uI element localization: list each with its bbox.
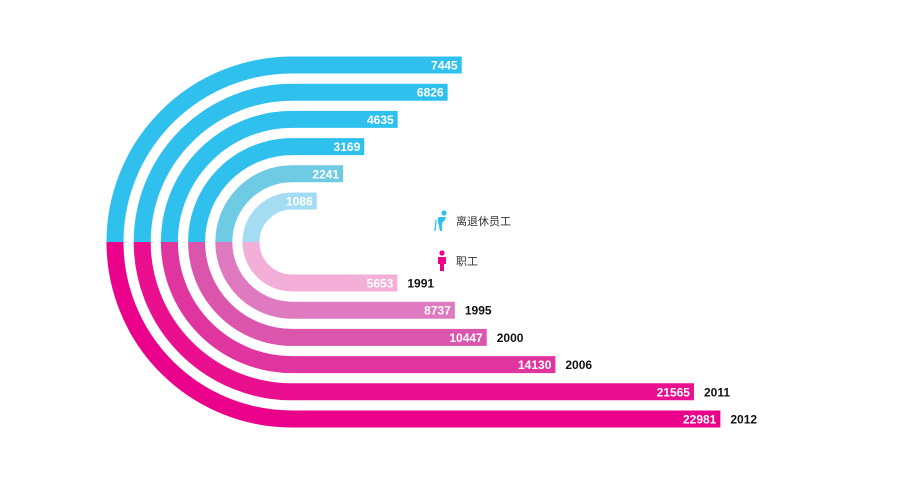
employee-value-label-1995: 8737 [424, 304, 451, 318]
employee-value-label-2000: 10447 [449, 331, 483, 345]
year-label-2000: 2000 [497, 331, 524, 345]
legend-retirees-label: 离退休员工 [456, 215, 511, 228]
employee-value-label-1991: 5653 [367, 277, 394, 291]
employee-value-label-2011: 21565 [657, 385, 691, 399]
employee-bar-2006 [160, 241, 556, 374]
retiree-bar-2006 [160, 110, 398, 243]
employee-value-label-2006: 14130 [518, 358, 552, 372]
year-label-2011: 2011 [704, 385, 730, 399]
employee-bar-2012 [106, 241, 721, 428]
legend-retirees: 离退休员工 [434, 210, 511, 232]
employee-bar-1995 [215, 241, 455, 319]
employee-value-label-2012: 22981 [683, 413, 717, 427]
retiree-bar-2000 [188, 138, 365, 243]
retiree-value-label-2012: 7445 [431, 59, 458, 73]
year-label-1991: 1991 [407, 277, 434, 291]
retiree-bar-2012 [106, 56, 462, 243]
year-label-2006: 2006 [565, 358, 592, 372]
employee-person-icon [434, 250, 450, 272]
retiree-value-label-2006: 4635 [367, 113, 394, 127]
employee-bar-1991 [242, 241, 398, 292]
employee-bar-2000 [188, 241, 487, 346]
year-label-1995: 1995 [465, 304, 492, 318]
employee-bar-2011 [133, 241, 694, 401]
legend-employees-label: 职工 [456, 255, 478, 268]
retiree-value-label-1991: 1086 [286, 195, 313, 209]
retiree-bar-1991 [242, 192, 317, 243]
retiree-bar-1995 [215, 165, 344, 243]
year-label-2012: 2012 [730, 413, 757, 427]
retiree-bar-2011 [133, 83, 448, 243]
retiree-person-icon [434, 210, 450, 232]
legend-employees: 职工 [434, 250, 478, 272]
retiree-value-label-2011: 6826 [417, 86, 444, 100]
retiree-value-label-1995: 2241 [312, 167, 339, 181]
retiree-value-label-2000: 3169 [334, 140, 361, 154]
